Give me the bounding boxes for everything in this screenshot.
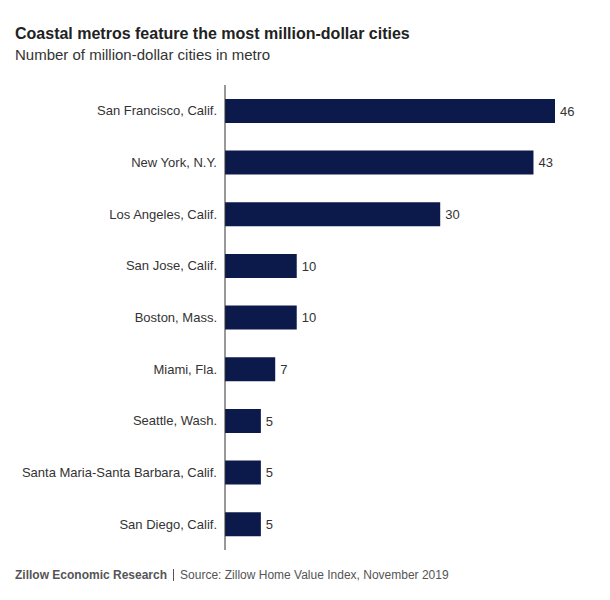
svg-text:San Diego, Calif.: San Diego, Calif. <box>119 517 217 532</box>
svg-text:5: 5 <box>266 414 273 429</box>
svg-text:Boston, Mass.: Boston, Mass. <box>135 310 217 325</box>
svg-text:10: 10 <box>302 259 316 274</box>
html-text:Source: Zillow Home Value Inde: Source: Zillow Home Value Index, Novembe… <box>180 568 449 582</box>
html-text:Zillow Economic Research: Zillow Economic Research <box>15 568 167 582</box>
svg-text:Miami, Fla.: Miami, Fla. <box>153 362 217 377</box>
svg-text:Los Angeles, Calif.: Los Angeles, Calif. <box>109 207 217 222</box>
svg-text:Seattle, Wash.: Seattle, Wash. <box>133 413 217 428</box>
svg-text:46: 46 <box>560 104 574 119</box>
html-text:Coastal metros feature the mos: Coastal metros feature the most million-… <box>15 25 410 42</box>
svg-text:10: 10 <box>302 310 316 325</box>
html-text:Number of million-dollar citie: Number of million-dollar cities in metro <box>15 46 271 63</box>
svg-text:30: 30 <box>445 207 459 222</box>
svg-text:5: 5 <box>266 465 273 480</box>
svg-text:43: 43 <box>538 155 552 170</box>
svg-text:7: 7 <box>280 362 287 377</box>
svg-text:San Jose, Calif.: San Jose, Calif. <box>126 258 217 273</box>
svg-text:San Francisco, Calif.: San Francisco, Calif. <box>97 103 217 118</box>
svg-text:Santa Maria-Santa Barbara, Cal: Santa Maria-Santa Barbara, Calif. <box>22 465 217 480</box>
svg-text:New York, N.Y.: New York, N.Y. <box>131 155 217 170</box>
svg-text:5: 5 <box>266 517 273 532</box>
